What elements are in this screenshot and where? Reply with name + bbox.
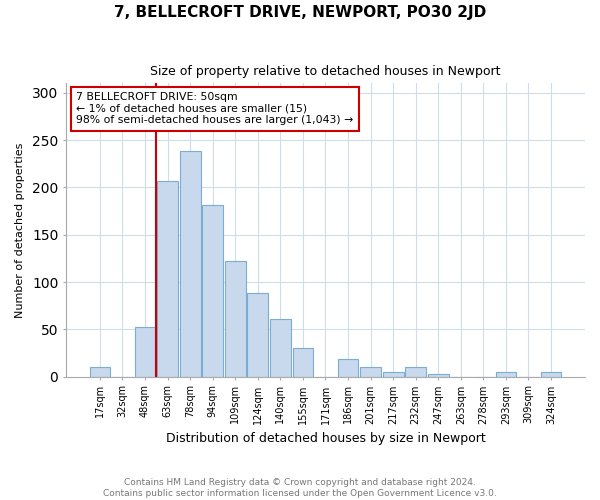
Bar	[89, 367, 110, 376]
Bar	[338, 358, 358, 376]
Text: 7 BELLECROFT DRIVE: 50sqm
← 1% of detached houses are smaller (15)
98% of semi-d: 7 BELLECROFT DRIVE: 50sqm ← 1% of detach…	[76, 92, 353, 126]
Bar	[496, 372, 516, 376]
Bar	[293, 348, 313, 376]
Bar	[157, 181, 178, 376]
Y-axis label: Number of detached properties: Number of detached properties	[15, 142, 25, 318]
Bar	[270, 319, 291, 376]
Text: Contains HM Land Registry data © Crown copyright and database right 2024.
Contai: Contains HM Land Registry data © Crown c…	[103, 478, 497, 498]
X-axis label: Distribution of detached houses by size in Newport: Distribution of detached houses by size …	[166, 432, 485, 445]
Bar	[202, 206, 223, 376]
Bar	[428, 374, 449, 376]
Bar	[406, 367, 426, 376]
Bar	[134, 328, 155, 376]
Bar	[225, 261, 245, 376]
Title: Size of property relative to detached houses in Newport: Size of property relative to detached ho…	[150, 65, 501, 78]
Bar	[180, 152, 200, 376]
Bar	[360, 367, 381, 376]
Bar	[383, 372, 404, 376]
Text: 7, BELLECROFT DRIVE, NEWPORT, PO30 2JD: 7, BELLECROFT DRIVE, NEWPORT, PO30 2JD	[114, 5, 486, 20]
Bar	[247, 294, 268, 376]
Bar	[541, 372, 562, 376]
